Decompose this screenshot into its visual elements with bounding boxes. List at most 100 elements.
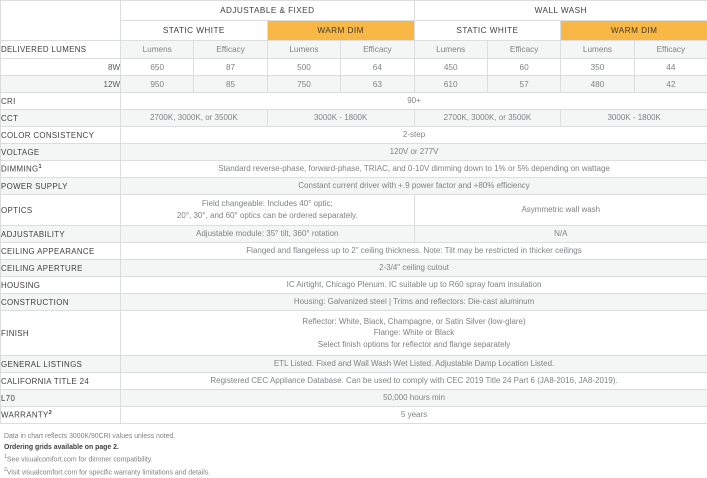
metric-header-5: Lumens [414, 41, 487, 59]
row-label-finish: FINISH [1, 311, 121, 356]
spec-value-california-title-24-1: Registered CEC Appliance Database. Can b… [121, 373, 707, 390]
row-label-ceiling-aperture: CEILING APERTURE [1, 260, 121, 277]
metric-header-8: Efficacy [634, 41, 707, 59]
row-label-housing: HOUSING [1, 277, 121, 294]
spec-value-ceiling-aperture-1: 2-3/4" ceiling cutout [121, 260, 707, 277]
footnote-dimmer-text: See visualcomfort.com for dimmer compati… [7, 457, 153, 464]
header-corner-cell [1, 1, 121, 41]
metric-header-3: Lumens [267, 41, 340, 59]
wattage-label-12w: 12W [1, 76, 121, 93]
spec-value-ceiling-appearance-1: Flanged and flangeless up to 2" ceiling … [121, 243, 707, 260]
group-header-2: WALL WASH [414, 1, 707, 21]
row-label-voltage: VOLTAGE [1, 144, 121, 161]
metric-header-6: Efficacy [487, 41, 560, 59]
row-label-cct: CCT [1, 110, 121, 127]
metric-header-1: Lumens [121, 41, 194, 59]
spec-value-cct-4: 3000K - 1800K [561, 110, 707, 127]
spec-value-finish-1: Reflector: White, Black, Champagne, or S… [121, 311, 707, 356]
cell-8w-2: 87 [194, 59, 267, 76]
type-header-2: WARM DIM [267, 21, 414, 41]
footnote-marker: 1 [39, 164, 42, 170]
row-label-construction: CONSTRUCTION [1, 294, 121, 311]
cell-8w-7: 350 [561, 59, 634, 76]
spec-value-color-consistency-1: 2-step [121, 127, 707, 144]
spec-value-optics-1: Field changeable: Includes 40° optic;20°… [121, 195, 415, 226]
cell-12w-8: 42 [634, 76, 707, 93]
group-header-1: ADJUSTABLE & FIXED [121, 1, 415, 21]
wattage-label-8w: 8W [1, 59, 121, 76]
type-header-1: STATIC WHITE [121, 21, 268, 41]
cell-12w-3: 750 [267, 76, 340, 93]
row-label-california-title-24: CALIFORNIA TITLE 24 [1, 373, 121, 390]
cell-8w-3: 500 [267, 59, 340, 76]
spec-value-housing-1: IC Airtight, Chicago Plenum. IC suitable… [121, 277, 707, 294]
footnote-data-basis: Data in chart reflects 3000K/90CRI value… [4, 431, 707, 442]
row-label-warranty: WARRANTY2 [1, 407, 121, 424]
spec-value-l70-1: 50,000 hours min [121, 390, 707, 407]
cell-12w-7: 480 [561, 76, 634, 93]
footnote-ordering-grids: Ordering grids available on page 2. [4, 442, 707, 453]
spec-value-cct-2: 3000K - 1800K [267, 110, 414, 127]
cell-12w-5: 610 [414, 76, 487, 93]
spec-value-cri-1: 90+ [121, 93, 707, 110]
footnote-warranty: 2Visit visualcomfort.com for specific wa… [4, 466, 707, 478]
spec-value-construction-1: Housing: Galvanized steel | Trims and re… [121, 294, 707, 311]
row-label-cri: CRI [1, 93, 121, 110]
spec-value-dimming-1: Standard reverse-phase, forward-phase, T… [121, 161, 707, 178]
spec-value-adjustability-1: Adjustable module: 35° tilt, 360° rotati… [121, 226, 415, 243]
row-label-color-consistency: COLOR CONSISTENCY [1, 127, 121, 144]
row-label-dimming: DIMMING1 [1, 161, 121, 178]
row-label-l70: L70 [1, 390, 121, 407]
spec-value-warranty-1: 5 years [121, 407, 707, 424]
cell-8w-6: 60 [487, 59, 560, 76]
type-header-4: WARM DIM [561, 21, 707, 41]
spec-value-optics-2: Asymmetric wall wash [414, 195, 707, 226]
spec-value-general-listings-1: ETL Listed. Fixed and Wall Wash Wet List… [121, 356, 707, 373]
cell-12w-6: 57 [487, 76, 560, 93]
cell-12w-1: 950 [121, 76, 194, 93]
cell-8w-4: 64 [341, 59, 414, 76]
footnotes: Data in chart reflects 3000K/90CRI value… [0, 424, 707, 478]
row-label-optics: OPTICS [1, 195, 121, 226]
cell-12w-4: 63 [341, 76, 414, 93]
metric-header-2: Efficacy [194, 41, 267, 59]
type-header-3: STATIC WHITE [414, 21, 561, 41]
row-label-adjustability: ADJUSTABILITY [1, 226, 121, 243]
cell-8w-5: 450 [414, 59, 487, 76]
metric-header-7: Lumens [561, 41, 634, 59]
spec-value-power-supply-1: Constant current driver with +.9 power f… [121, 178, 707, 195]
row-label-delivered-lumens: DELIVERED LUMENS [1, 41, 121, 59]
spec-value-voltage-1: 120V or 277V [121, 144, 707, 161]
cell-8w-1: 650 [121, 59, 194, 76]
cell-8w-8: 44 [634, 59, 707, 76]
spec-value-cct-1: 2700K, 3000K, or 3500K [121, 110, 268, 127]
cell-12w-2: 85 [194, 76, 267, 93]
row-label-power-supply: POWER SUPPLY [1, 178, 121, 195]
row-label-ceiling-appearance: CEILING APPEARANCE [1, 243, 121, 260]
footnote-dimmer: 1See visualcomfort.com for dimmer compat… [4, 453, 707, 465]
